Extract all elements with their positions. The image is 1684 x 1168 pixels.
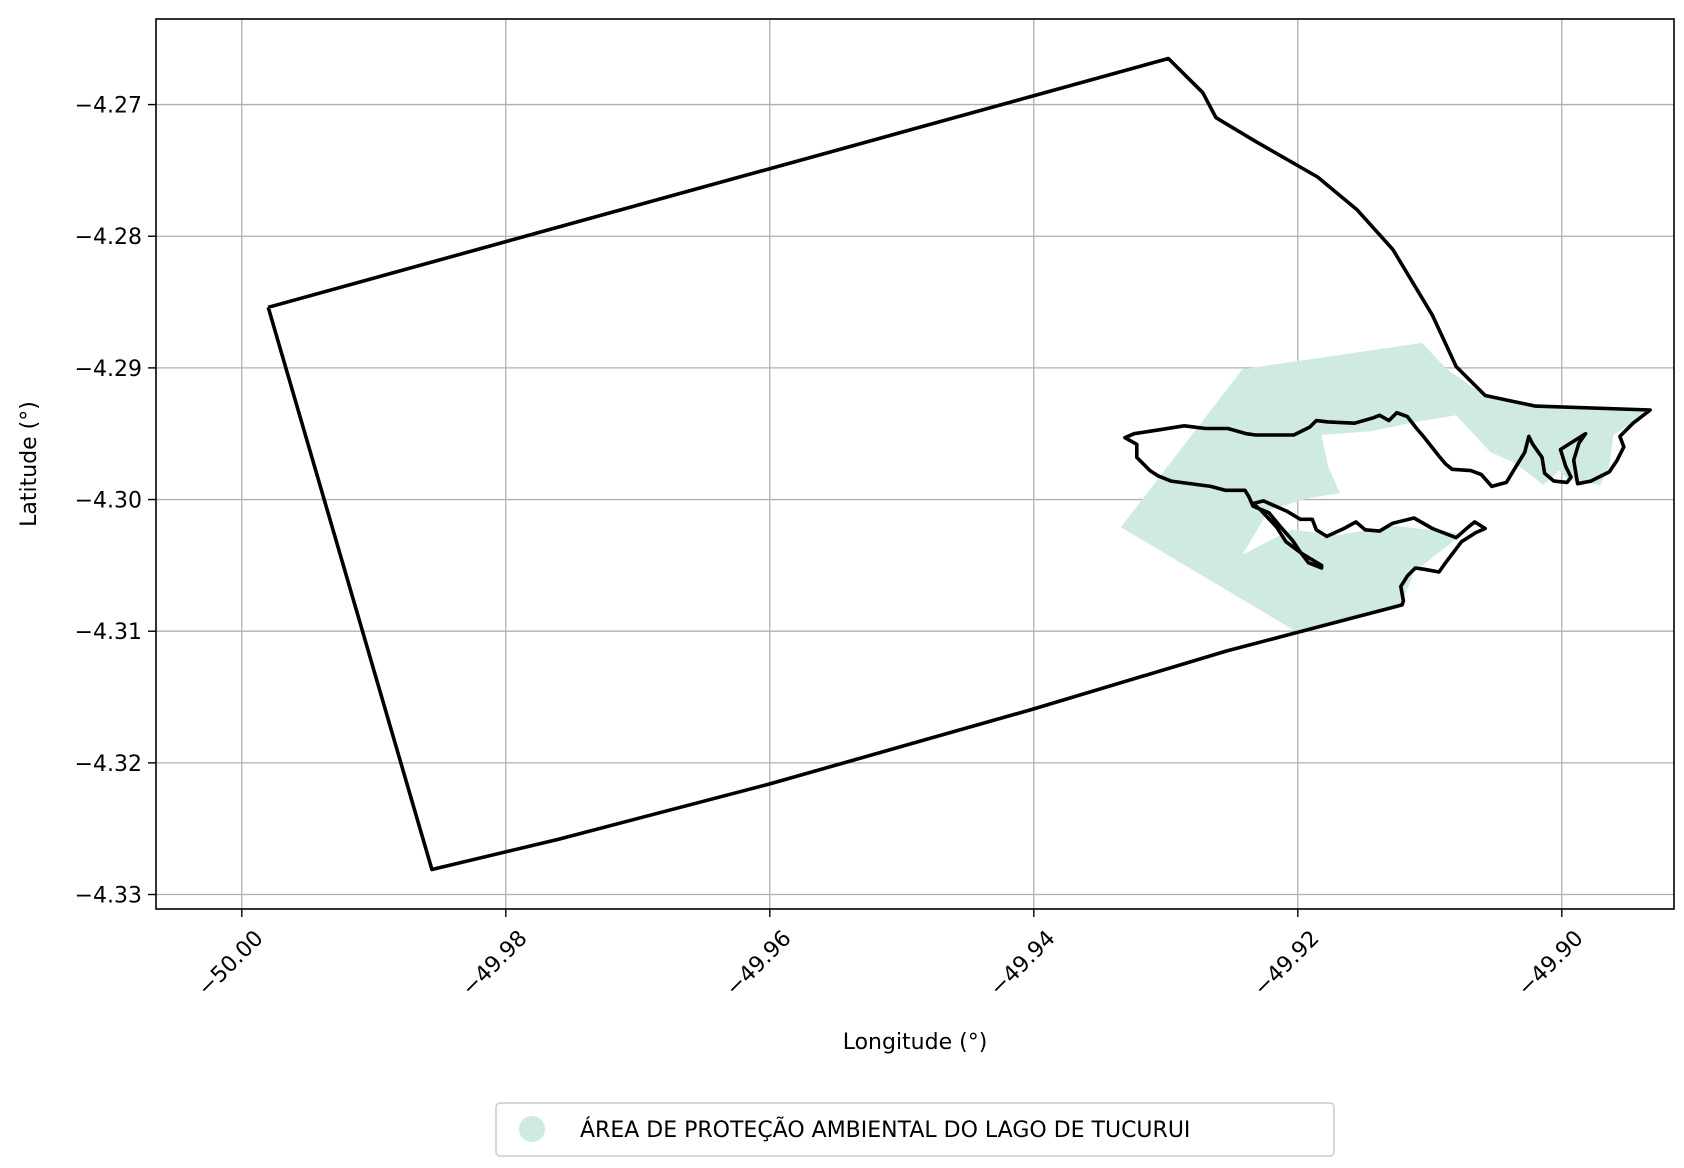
x-tick-label-2: −49.96: [721, 926, 796, 1001]
x-tick-label-1: −49.98: [457, 926, 532, 1001]
y-tick-label-3: −4.30: [75, 489, 142, 514]
y-tick-label-1: −4.28: [75, 225, 142, 250]
legend: ÁREA DE PROTEÇÃO AMBIENTAL DO LAGO DE TU…: [495, 1102, 1335, 1157]
y-axis-ticks: −4.27 −4.28 −4.29 −4.30 −4.31 −4.32 −4.33: [75, 94, 156, 909]
x-axis-ticks: −50.00 −49.98 −49.96 −49.94 −49.92 −49.90: [193, 909, 1588, 1001]
y-tick-label-5: −4.32: [75, 752, 142, 777]
y-tick-label-6: −4.33: [75, 884, 142, 909]
y-axis-label: Latitude (°): [17, 401, 42, 527]
municipality-boundary-line: [266, 56, 1652, 872]
y-tick-label-4: −4.31: [75, 620, 142, 645]
axes-frame: [155, 18, 1675, 910]
y-tick-label-0: −4.27: [75, 94, 142, 119]
protected-area-polygon: [1120, 342, 1651, 633]
x-axis-label: Longitude (°): [843, 1030, 988, 1055]
x-tick-label-5: −49.90: [1513, 926, 1588, 1001]
map-layers: [266, 56, 1652, 872]
legend-label-protected-area: ÁREA DE PROTEÇÃO AMBIENTAL DO LAGO DE TU…: [580, 1116, 1190, 1143]
legend-box: [495, 1102, 1335, 1157]
legend-swatch: [519, 1116, 545, 1142]
y-tick-label-2: −4.29: [75, 357, 142, 382]
x-tick-label-0: −50.00: [193, 926, 268, 1001]
x-tick-label-3: −49.94: [985, 926, 1060, 1001]
x-tick-label-4: −49.92: [1249, 926, 1324, 1001]
